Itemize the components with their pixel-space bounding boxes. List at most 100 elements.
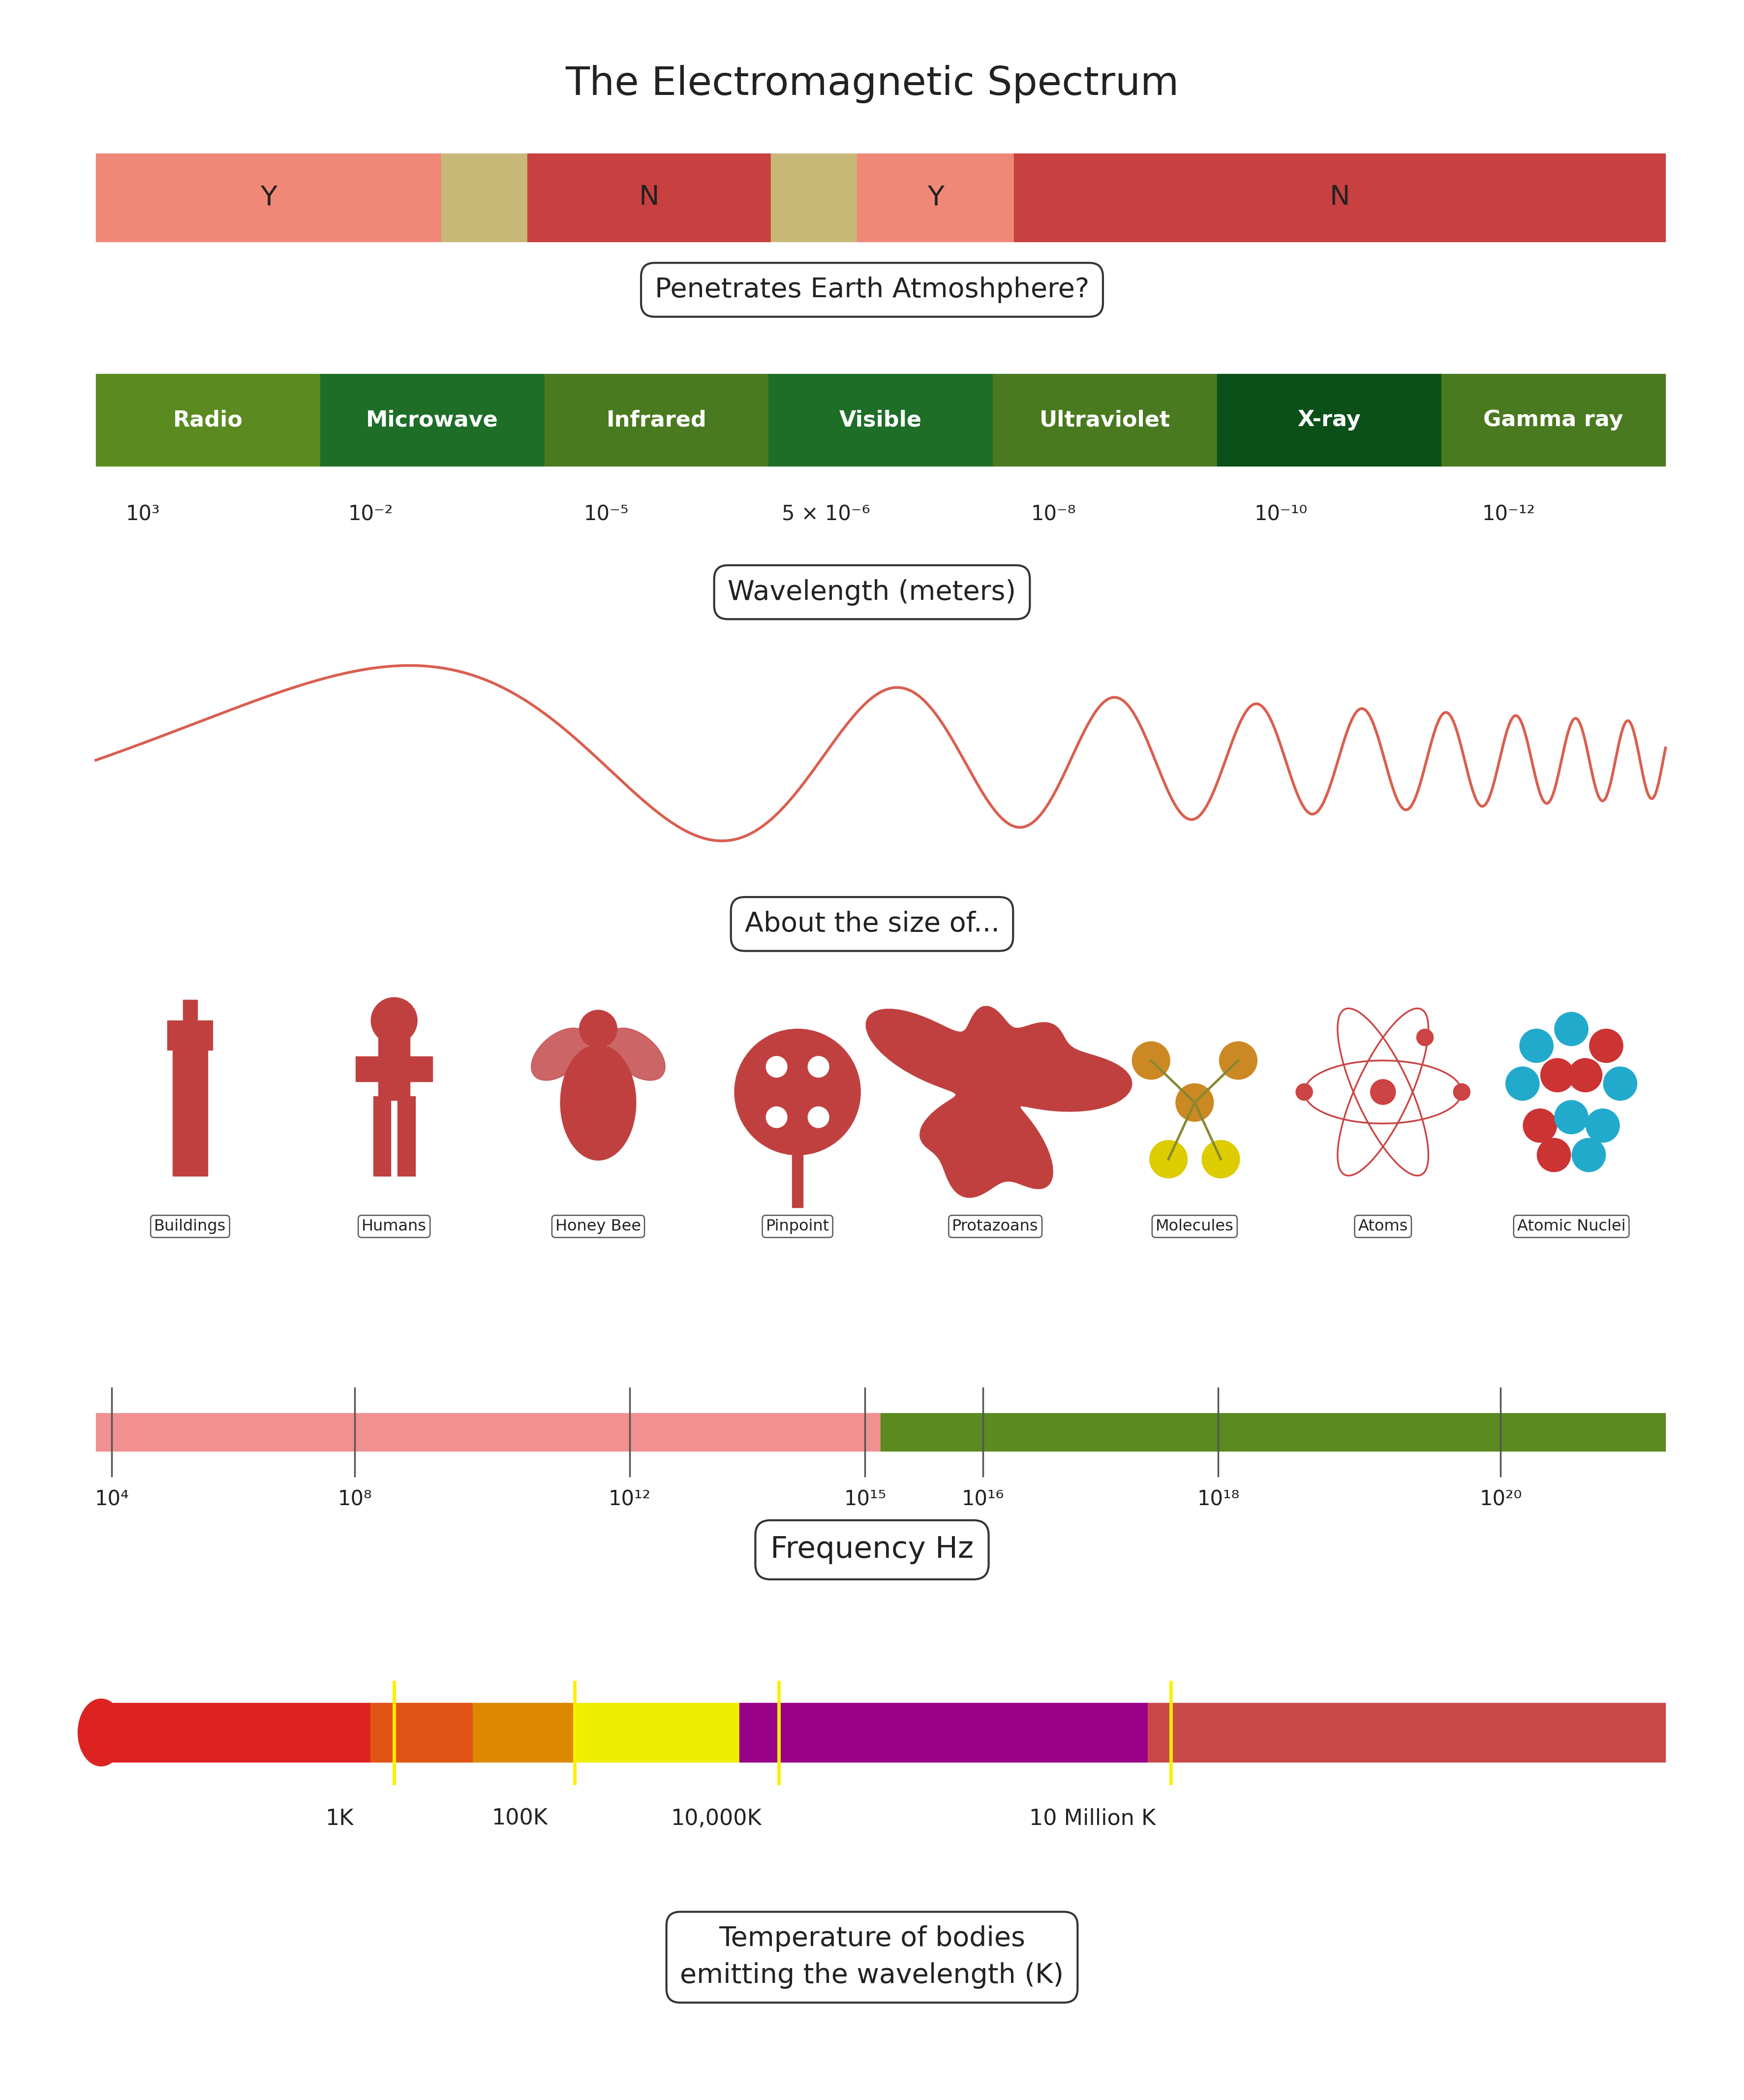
Ellipse shape xyxy=(1505,1067,1540,1100)
Bar xyxy=(1441,374,1666,466)
Ellipse shape xyxy=(1589,1029,1624,1063)
Text: Honey Bee: Honey Bee xyxy=(555,1218,642,1235)
Bar xyxy=(96,1703,370,1762)
Text: 10 Million K: 10 Million K xyxy=(1029,1808,1156,1829)
Text: 10⁻¹⁰: 10⁻¹⁰ xyxy=(1254,504,1308,525)
Bar xyxy=(373,1096,391,1176)
Ellipse shape xyxy=(1416,1029,1434,1046)
Text: Penetrates Earth Atmoshphere?: Penetrates Earth Atmoshphere? xyxy=(654,277,1090,302)
Text: Pinpoint: Pinpoint xyxy=(766,1218,830,1235)
Bar xyxy=(96,1413,881,1451)
Text: Wavelength (meters): Wavelength (meters) xyxy=(727,580,1017,605)
Text: X-ray: X-ray xyxy=(1298,410,1360,430)
Ellipse shape xyxy=(1175,1084,1214,1121)
Bar xyxy=(792,1155,802,1208)
Bar xyxy=(378,1037,410,1100)
Ellipse shape xyxy=(1536,1138,1571,1172)
Bar xyxy=(183,1000,197,1021)
Ellipse shape xyxy=(1296,1084,1313,1100)
Text: N: N xyxy=(638,185,659,210)
Ellipse shape xyxy=(609,1027,664,1082)
Text: 10⁻²: 10⁻² xyxy=(349,504,392,525)
Text: 10³: 10³ xyxy=(126,504,160,525)
Text: 10,000K: 10,000K xyxy=(670,1808,762,1829)
Polygon shape xyxy=(867,1006,1132,1197)
Ellipse shape xyxy=(1585,1109,1620,1142)
Ellipse shape xyxy=(1523,1109,1557,1142)
Bar xyxy=(881,1413,1666,1451)
Text: 10⁻¹²: 10⁻¹² xyxy=(1482,504,1535,525)
Text: N: N xyxy=(1329,185,1350,210)
Ellipse shape xyxy=(1132,1042,1170,1079)
Text: Frequency Hz: Frequency Hz xyxy=(771,1535,973,1564)
Ellipse shape xyxy=(807,1107,828,1128)
Ellipse shape xyxy=(560,1044,637,1159)
Ellipse shape xyxy=(579,1010,617,1048)
Text: About the size of...: About the size of... xyxy=(745,911,999,937)
Bar xyxy=(1217,374,1441,466)
Ellipse shape xyxy=(734,1029,860,1155)
Bar xyxy=(528,153,771,242)
Text: Humans: Humans xyxy=(361,1218,427,1235)
Ellipse shape xyxy=(1571,1138,1606,1172)
Text: Atomic Nuclei: Atomic Nuclei xyxy=(1517,1218,1625,1235)
Ellipse shape xyxy=(1202,1140,1240,1178)
Bar xyxy=(473,1703,574,1762)
Text: Visible: Visible xyxy=(839,410,923,430)
Text: Temperature of bodies
emitting the wavelength (K): Temperature of bodies emitting the wavel… xyxy=(680,1926,1064,1989)
Text: 10⁻⁸: 10⁻⁸ xyxy=(1031,504,1076,525)
Ellipse shape xyxy=(532,1027,588,1082)
Bar xyxy=(321,374,544,466)
Ellipse shape xyxy=(1568,1058,1603,1092)
Ellipse shape xyxy=(1540,1058,1575,1092)
Ellipse shape xyxy=(1149,1140,1188,1178)
Ellipse shape xyxy=(78,1699,124,1766)
Ellipse shape xyxy=(1371,1079,1395,1105)
Bar xyxy=(1015,153,1666,242)
Text: Atoms: Atoms xyxy=(1359,1218,1407,1235)
Ellipse shape xyxy=(1219,1042,1257,1079)
Bar xyxy=(356,1056,433,1082)
Text: 10⁸: 10⁸ xyxy=(338,1489,371,1510)
Text: Microwave: Microwave xyxy=(366,410,499,430)
Ellipse shape xyxy=(371,998,417,1044)
Ellipse shape xyxy=(766,1107,787,1128)
Ellipse shape xyxy=(1453,1084,1470,1100)
Ellipse shape xyxy=(1603,1067,1638,1100)
Text: 10⁴: 10⁴ xyxy=(94,1489,129,1510)
Text: Radio: Radio xyxy=(173,410,242,430)
Text: 10²⁰: 10²⁰ xyxy=(1479,1489,1523,1510)
Bar xyxy=(858,153,1015,242)
Text: The Electromagnetic Spectrum: The Electromagnetic Spectrum xyxy=(565,65,1179,103)
Ellipse shape xyxy=(766,1056,787,1077)
Bar xyxy=(173,1050,208,1176)
Bar xyxy=(398,1096,415,1176)
Text: Ultraviolet: Ultraviolet xyxy=(1039,410,1170,430)
Bar xyxy=(739,1703,1148,1762)
Ellipse shape xyxy=(807,1056,828,1077)
Text: Infrared: Infrared xyxy=(607,410,706,430)
Text: Buildings: Buildings xyxy=(153,1218,227,1235)
Text: 100K: 100K xyxy=(492,1808,548,1829)
Text: 10¹²: 10¹² xyxy=(609,1489,651,1510)
Text: 10¹⁶: 10¹⁶ xyxy=(961,1489,1005,1510)
Text: Y: Y xyxy=(928,185,944,210)
Text: Gamma ray: Gamma ray xyxy=(1484,410,1624,430)
Bar xyxy=(992,374,1217,466)
Bar xyxy=(576,1703,739,1762)
Bar xyxy=(1148,1703,1666,1762)
Ellipse shape xyxy=(1554,1100,1589,1134)
Ellipse shape xyxy=(1554,1012,1589,1046)
Text: Protazoans: Protazoans xyxy=(952,1218,1038,1235)
Text: 10¹⁸: 10¹⁸ xyxy=(1196,1489,1240,1510)
Bar xyxy=(96,374,321,466)
Text: 1K: 1K xyxy=(324,1808,354,1829)
Bar xyxy=(370,1703,473,1762)
Bar xyxy=(167,1021,213,1050)
Text: Y: Y xyxy=(260,185,277,210)
Text: 5 × 10⁻⁶: 5 × 10⁻⁶ xyxy=(781,504,870,525)
Bar xyxy=(544,374,769,466)
Bar xyxy=(771,153,858,242)
Text: 10¹⁵: 10¹⁵ xyxy=(844,1489,886,1510)
Bar xyxy=(769,374,992,466)
